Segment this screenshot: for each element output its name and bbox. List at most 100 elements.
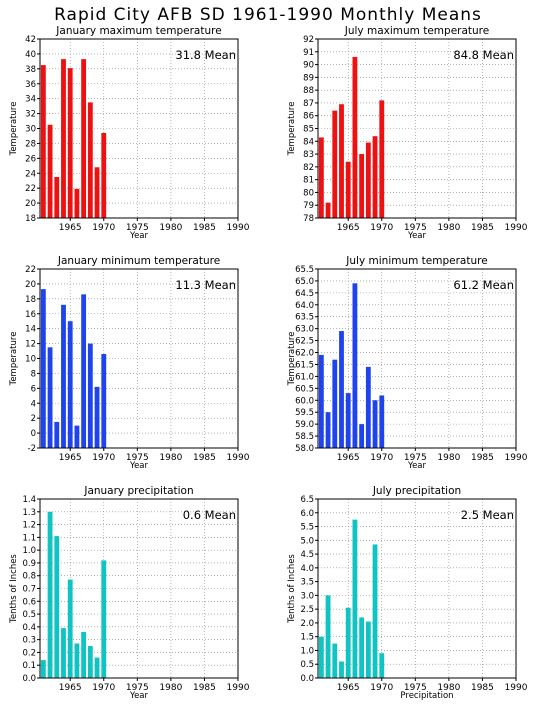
x-tick-label: 1980 (437, 223, 460, 233)
y-tick-label: 4.5 (300, 550, 314, 560)
bar (325, 202, 331, 218)
bar (345, 393, 351, 448)
x-tick-label: 1975 (404, 683, 427, 693)
bar (94, 386, 100, 448)
mean-label: 11.3 Mean (175, 278, 236, 292)
bar (345, 161, 351, 218)
bar (74, 188, 80, 218)
bar (61, 628, 66, 678)
bar (365, 366, 371, 448)
y-tick-label: 85 (303, 125, 314, 135)
y-tick-label: 0.5 (300, 660, 314, 670)
y-tick-label: 0.1 (22, 661, 36, 671)
y-tick-label: 20 (25, 280, 36, 290)
bar (81, 59, 87, 219)
chart-panel: 58.0 58.5 59.0 59.5 60.0 60.5 61.0 61.562.0 62.5… (287, 255, 528, 471)
y-tick-label: 65.5 (295, 265, 314, 275)
y-axis-label: Tenths of Inches (287, 554, 297, 624)
y-tick-label: 84 (303, 137, 314, 147)
plot-frame (317, 498, 517, 679)
y-axis-label: Temperature (9, 332, 19, 387)
y-tick-label: 10 (25, 355, 36, 365)
x-tick-label: 1980 (159, 223, 182, 233)
y-tick-label: 79 (303, 201, 314, 211)
bar (40, 660, 46, 678)
x-tick-label: 1990 (227, 453, 250, 463)
y-tick-label: 78 (303, 214, 314, 224)
plot-frame (39, 38, 239, 219)
x-axis-label: Precipitation (400, 691, 453, 701)
y-tick-label: 1.4 (22, 495, 36, 505)
y-tick-label: 18 (25, 295, 36, 305)
x-tick-label: 1965 (59, 453, 82, 463)
y-tick-label: 6 (31, 384, 36, 394)
x-tick-label: 1985 (471, 683, 494, 693)
y-axis-label: Temperature (287, 102, 297, 157)
y-tick-label: 30 (25, 125, 36, 135)
y-tick-label: 14 (25, 325, 36, 335)
y-tick-label: 82 (303, 163, 314, 173)
y-tick-label: 0.5 (22, 610, 36, 620)
bar (67, 68, 73, 219)
y-tick-label: 3.5 (300, 578, 314, 588)
y-tick-label: 58.0 (295, 444, 314, 454)
bar (47, 347, 53, 448)
y-tick-label: 8 (31, 369, 36, 379)
y-tick-label: 90 (303, 61, 314, 71)
bar (94, 167, 100, 218)
y-tick-label: 1.0 (22, 546, 36, 556)
x-axis-label: Year (129, 461, 149, 471)
x-tick-label: 1985 (193, 223, 216, 233)
y-tick-label: 87 (303, 99, 314, 109)
bar (87, 102, 93, 218)
x-tick-label: 1990 (227, 223, 250, 233)
bar (339, 331, 344, 448)
bar (94, 657, 100, 678)
y-tick-label: 6.5 (300, 495, 314, 505)
x-tick-label: 1980 (437, 683, 460, 693)
y-tick-label: 26 (25, 154, 36, 164)
x-tick-label: 1970 (92, 223, 115, 233)
y-tick-label: 83 (303, 150, 314, 160)
bar (81, 631, 87, 678)
y-tick-label: 20 (25, 199, 36, 209)
x-tick-label: 1965 (337, 683, 360, 693)
plot-frame (39, 498, 239, 679)
x-tick-label: 1985 (471, 453, 494, 463)
y-tick-label: 63.0 (295, 325, 314, 335)
y-tick-label: 63.5 (295, 313, 314, 323)
y-tick-label: 0.0 (300, 674, 314, 684)
bar (81, 294, 87, 448)
y-tick-label: 40 (25, 50, 36, 60)
bar (352, 56, 358, 219)
y-tick-label: 0.4 (22, 623, 36, 633)
y-tick-label: 1.2 (22, 521, 36, 531)
bar (67, 321, 73, 448)
y-tick-label: -2 (28, 444, 36, 454)
y-tick-label: 16 (25, 310, 36, 320)
chart-title: January precipitation (83, 485, 193, 497)
bar (372, 400, 378, 448)
x-tick-label: 1965 (59, 683, 82, 693)
x-axis-label: Year (407, 461, 427, 471)
mean-label: 31.8 Mean (175, 48, 236, 62)
bar (74, 425, 80, 448)
y-tick-label: 59.5 (295, 408, 314, 418)
mean-label: 0.6 Mean (183, 508, 236, 522)
y-tick-label: 64.5 (295, 289, 314, 299)
bar (359, 617, 365, 678)
bar (352, 519, 358, 678)
x-tick-label: 1975 (404, 453, 427, 463)
y-tick-label: 28 (25, 139, 36, 149)
bar (379, 653, 385, 678)
bar (40, 65, 46, 219)
bar (345, 607, 351, 678)
x-axis-label: Year (129, 231, 149, 241)
bar (365, 142, 371, 218)
x-tick-label: 1990 (505, 223, 528, 233)
y-tick-label: 62.5 (295, 337, 314, 347)
y-tick-label: 0.6 (22, 597, 36, 607)
bar (352, 283, 358, 448)
x-tick-label: 1980 (159, 453, 182, 463)
